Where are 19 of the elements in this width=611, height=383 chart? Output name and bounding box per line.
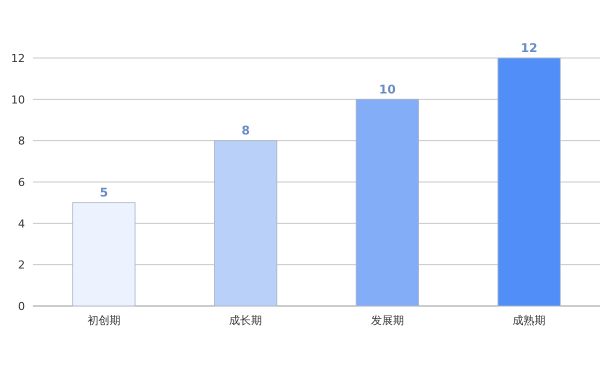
y-tick-label: 0 [18,300,25,313]
data-label: 12 [520,41,538,55]
data-label: 5 [100,186,108,200]
y-tick-label: 12 [11,52,25,65]
data-label: 10 [379,82,396,96]
x-tick-label: 初创期 [87,314,120,327]
y-tick-label: 10 [11,93,25,106]
bar [72,202,136,306]
x-tick-label: 发展期 [370,314,404,327]
y-tick-label: 6 [18,176,25,189]
bar [498,58,561,306]
data-label: 8 [241,124,250,138]
y-tick-label: 4 [18,217,25,230]
bar [214,140,278,306]
y-tick-label: 8 [18,134,25,148]
bar [356,98,419,306]
y-tick-label: 2 [18,258,25,272]
x-tick-label: 成长期 [229,314,262,327]
x-tick-label: 成熟期 [512,314,546,327]
